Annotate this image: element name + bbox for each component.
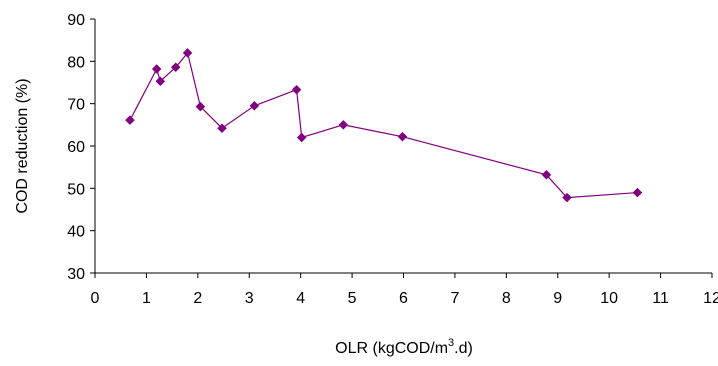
x-tick-label: 9 <box>553 290 562 307</box>
y-tick-label: 70 <box>67 97 85 114</box>
data-point <box>291 84 302 95</box>
x-tick-label: 1 <box>142 290 151 307</box>
data-point <box>632 187 643 198</box>
x-axis-title: OLR (kgCOD/m3.d) <box>335 337 473 357</box>
x-tick-label: 11 <box>652 290 669 307</box>
tick-marks <box>90 18 713 278</box>
data-point <box>397 131 408 142</box>
data-point <box>182 48 193 58</box>
data-point <box>338 119 349 130</box>
x-tick-label: 8 <box>502 290 511 307</box>
x-tick-label: 2 <box>193 290 202 307</box>
x-tick-label: 5 <box>348 290 357 307</box>
data-point <box>195 101 206 112</box>
y-tick-label: 60 <box>67 139 85 156</box>
data-point <box>155 76 166 87</box>
x-tick-labels: 0 1 2 3 4 5 6 7 8 9 10 11 12 <box>91 290 718 307</box>
y-tick-label: 80 <box>67 54 85 71</box>
data-point <box>151 64 162 74</box>
x-tick-label: 7 <box>450 290 459 307</box>
x-tick-label: 10 <box>600 290 618 307</box>
y-tick-label: 30 <box>67 266 85 283</box>
data-point <box>125 115 135 126</box>
data-point <box>170 62 181 73</box>
data-point <box>541 169 552 180</box>
x-tick-label: 3 <box>245 290 254 307</box>
data-point <box>296 132 307 143</box>
x-axis-title-suffix: .d) <box>454 340 473 357</box>
x-tick-label: 6 <box>399 290 408 307</box>
markers-layer <box>125 48 643 203</box>
x-axis-title-main: OLR (kgCOD/m <box>335 340 448 357</box>
data-point <box>217 123 227 134</box>
y-axis-title: COD reduction (%) <box>14 78 31 213</box>
x-tick-label: 0 <box>91 290 100 307</box>
x-axis-title-superscript: 3 <box>448 337 454 349</box>
x-tick-label: 12 <box>703 290 718 307</box>
y-tick-labels: 30 40 50 60 70 80 90 <box>67 12 85 283</box>
series-layer <box>129 51 638 199</box>
data-point <box>562 192 572 203</box>
y-tick-label: 90 <box>67 12 85 29</box>
y-tick-label: 40 <box>67 224 85 241</box>
x-tick-label: 4 <box>296 290 305 307</box>
series-line <box>129 51 638 199</box>
y-tick-label: 50 <box>67 181 85 198</box>
data-point <box>249 100 260 111</box>
